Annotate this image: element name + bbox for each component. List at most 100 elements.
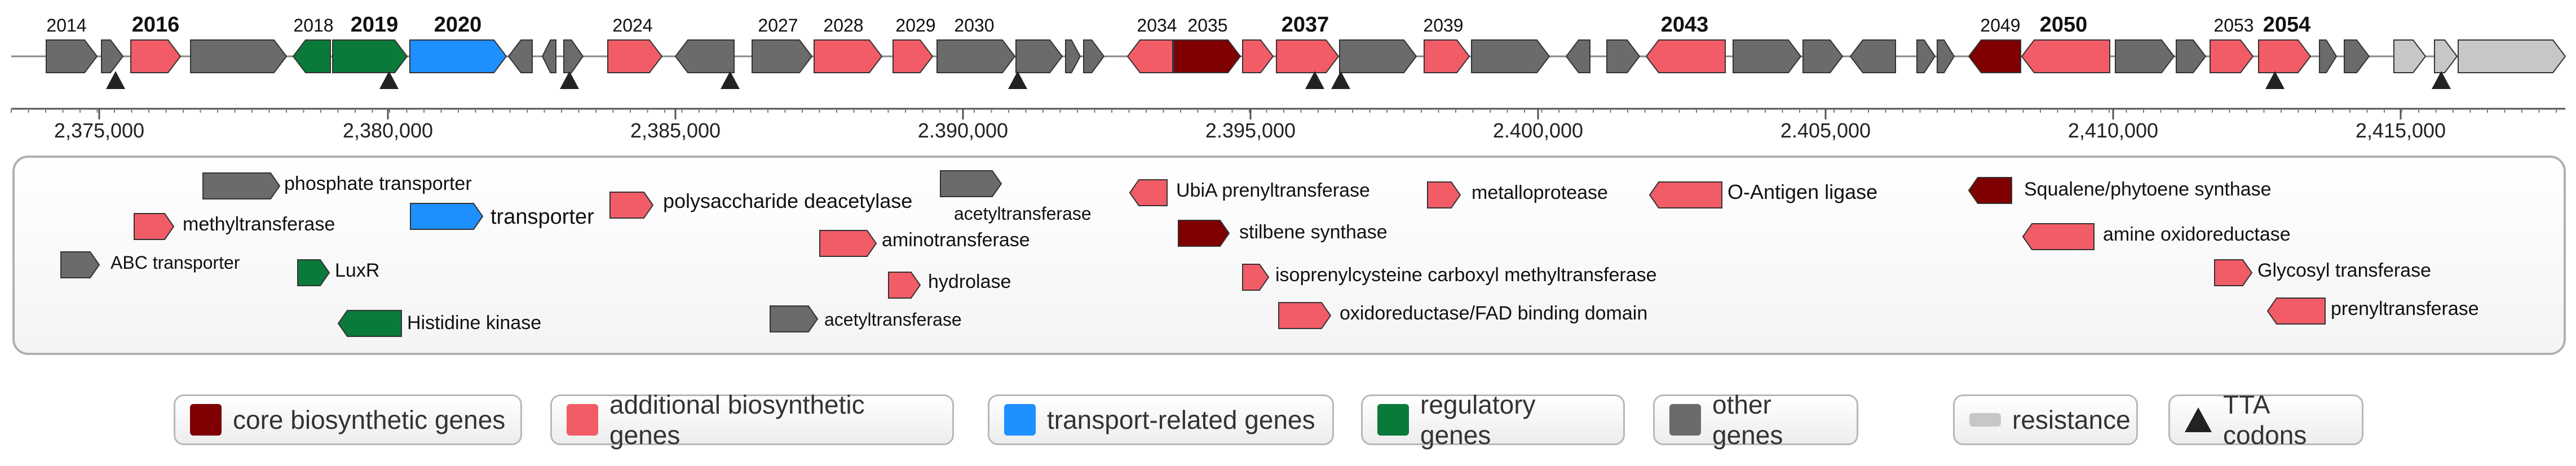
core-gene-arrow[interactable] (1968, 39, 2021, 73)
other-gene-arrow[interactable] (936, 39, 1016, 73)
other-gene-arrow[interactable] (1471, 39, 1550, 73)
other-swatch (1669, 404, 1701, 436)
other-gene-arrow[interactable] (1849, 39, 1896, 73)
legend-other-label: other genes (1712, 390, 1783, 450)
gene-annotation-label: Glycosyl transferase (2257, 260, 2431, 281)
additional-annotation-swatch (1278, 302, 1332, 329)
legend-core[interactable]: core biosynthetic genes (174, 394, 522, 445)
legend-core-label: core biosynthetic genes (233, 405, 506, 434)
gene-annotations: phosphate transporter methyltransferase tr… (60, 170, 2479, 337)
tta-codon-marker[interactable] (560, 71, 579, 89)
additional-gene-arrow[interactable] (607, 39, 663, 73)
other-gene-arrow[interactable] (2176, 39, 2207, 73)
gene-number-label: 2053 (2213, 15, 2254, 35)
additional-gene-arrow[interactable] (892, 39, 934, 73)
additional-annotation-swatch (888, 272, 921, 299)
additional-gene-arrow[interactable] (814, 39, 883, 73)
other-gene-arrow[interactable] (674, 39, 735, 73)
resistance-gene-arrow[interactable] (2393, 39, 2427, 73)
tta-codon-marker[interactable] (379, 71, 399, 89)
other-gene-arrow[interactable] (46, 39, 98, 73)
gene-annotation-label: acetyltransferase (954, 203, 1092, 224)
resistance-gene-arrow[interactable] (2458, 39, 2566, 73)
axis-tick-label: 2.400,000 (1493, 119, 1583, 142)
gene-annotation-label: ABC transporter (111, 252, 240, 273)
regulatory-annotation-swatch (297, 259, 330, 286)
other-gene-arrow[interactable] (1083, 39, 1105, 73)
other-gene-arrow[interactable] (2115, 39, 2175, 73)
additional-annotation-swatch (134, 213, 175, 240)
other-gene-arrow[interactable] (1339, 39, 1417, 73)
gene-number-label: 2037 (1282, 13, 1329, 37)
additional-gene-arrow[interactable] (2021, 39, 2110, 73)
legend-regulatory[interactable]: regulatory genes (1361, 390, 1625, 450)
gene-number-label: 2024 (612, 15, 652, 35)
gene-number-labels: 2014 2016 2018 2019 2020 2024 2027 2028 2029 2030… (46, 13, 2310, 37)
additional-gene-arrow[interactable] (2258, 39, 2312, 73)
gene-number-label: 2019 (351, 13, 399, 37)
other-gene-arrow[interactable] (1802, 39, 1844, 73)
additional-gene-arrow[interactable] (1424, 39, 1470, 73)
gene-number-label: 2043 (1661, 13, 1709, 37)
gene-track (46, 39, 2566, 73)
other-gene-arrow[interactable] (507, 39, 533, 73)
axis-tick-label: 2.405,000 (1780, 119, 1871, 142)
additional-gene-arrow[interactable] (1242, 39, 1274, 73)
gene-number-label: 2030 (954, 15, 994, 35)
additional-gene-arrow[interactable] (130, 39, 182, 73)
other-gene-arrow[interactable] (1065, 39, 1081, 73)
gene-annotation-label: stilbene synthase (1239, 221, 1388, 243)
tta-codon-marker[interactable] (106, 71, 125, 89)
core-annotation-swatch (1968, 177, 2012, 204)
other-gene-arrow[interactable] (541, 39, 556, 73)
resistance-gene-arrow[interactable] (2434, 39, 2458, 73)
other-gene-arrow[interactable] (1916, 39, 1936, 73)
gene-number-label: 2018 (293, 15, 333, 35)
regulatory-swatch (1377, 404, 1409, 436)
transport-gene-arrow[interactable] (409, 39, 507, 73)
coordinate-axis-ticks: 2,375,000 2,380,000 2,385,000 2.390,000 2.39… (11, 109, 2557, 142)
other-gene-arrow[interactable] (2319, 39, 2338, 73)
other-gene-arrow[interactable] (1565, 39, 1590, 73)
other-gene-arrow[interactable] (101, 39, 124, 73)
additional-gene-arrow[interactable] (1276, 39, 1340, 73)
tta-codon-marker[interactable] (1331, 71, 1350, 89)
regulatory-annotation-swatch (337, 310, 402, 337)
legend-transport[interactable]: transport-related genes (988, 394, 1334, 445)
axis-tick-label: 2.390,000 (918, 119, 1008, 142)
regulatory-gene-arrow[interactable] (332, 39, 408, 73)
gene-annotation-label: O-Antigen ligase (1727, 180, 1877, 203)
additional-gene-arrow[interactable] (2210, 39, 2254, 73)
regulatory-gene-arrow[interactable] (292, 39, 331, 73)
other-gene-arrow[interactable] (1937, 39, 1955, 73)
additional-gene-arrow[interactable] (1126, 39, 1173, 73)
tta-codon-markers (106, 71, 2451, 89)
other-gene-arrow[interactable] (563, 39, 584, 73)
legend-other[interactable]: other genes (1653, 390, 1858, 450)
other-gene-arrow[interactable] (1733, 39, 1802, 73)
core-swatch (190, 404, 222, 436)
other-gene-arrow[interactable] (2344, 39, 2370, 73)
other-gene-arrow[interactable] (752, 39, 813, 73)
tta-codon-marker[interactable] (1305, 71, 1324, 89)
gene-annotation-label: amine oxidoreductase (2103, 224, 2291, 245)
gene-annotation-label: metalloprotease (1472, 182, 1608, 203)
gene-annotation-label: isoprenylcysteine carboxyl methyltransfe… (1275, 264, 1657, 286)
tta-codon-marker[interactable] (2265, 71, 2285, 89)
additional-gene-arrow[interactable] (1645, 39, 1726, 73)
axis-tick-label: 2,380,000 (343, 119, 433, 142)
additional-annotation-swatch (2022, 223, 2095, 250)
other-gene-arrow[interactable] (1015, 39, 1063, 73)
other-annotation-swatch (60, 251, 100, 278)
legend-additional[interactable]: additional biosynthetic genes (550, 390, 954, 450)
tta-codon-marker[interactable] (1008, 71, 1027, 89)
gene-annotation-label: oxidoreductase/FAD binding domain (1340, 303, 1647, 324)
core-gene-arrow[interactable] (1173, 39, 1241, 73)
legend-tta[interactable]: TTA codons (2168, 390, 2363, 450)
legend-resistance[interactable]: resistance (1953, 394, 2138, 445)
tta-codon-marker[interactable] (2432, 71, 2451, 89)
other-gene-arrow[interactable] (190, 39, 288, 73)
other-gene-arrow[interactable] (1606, 39, 1641, 73)
tta-codon-marker[interactable] (721, 71, 740, 89)
